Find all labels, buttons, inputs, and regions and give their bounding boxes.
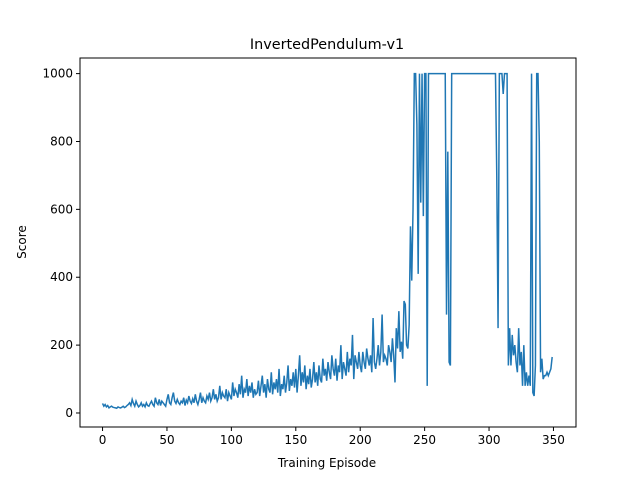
y-tick-label: 600 [50, 202, 73, 216]
y-tick-label: 800 [50, 134, 73, 148]
x-tick-label: 350 [542, 433, 565, 447]
y-tick-label: 200 [50, 338, 73, 352]
y-tick-label: 0 [65, 406, 73, 420]
chart-title: InvertedPendulum-v1 [250, 37, 404, 53]
y-tick-label: 400 [50, 270, 73, 284]
x-tick-label: 300 [478, 433, 501, 447]
data-line [101, 72, 553, 410]
y-axis-label: Score [15, 225, 29, 259]
x-tick-label: 150 [284, 433, 307, 447]
x-tick-label: 50 [159, 433, 174, 447]
plot-frame [79, 57, 577, 428]
x-axis-label: Training Episode [277, 456, 376, 470]
x-tick-label: 250 [413, 433, 436, 447]
x-tick-label: 100 [220, 433, 243, 447]
y-tick-label: 1000 [42, 67, 73, 81]
x-tick-label: 200 [349, 433, 372, 447]
x-tick-label: 0 [99, 433, 107, 447]
